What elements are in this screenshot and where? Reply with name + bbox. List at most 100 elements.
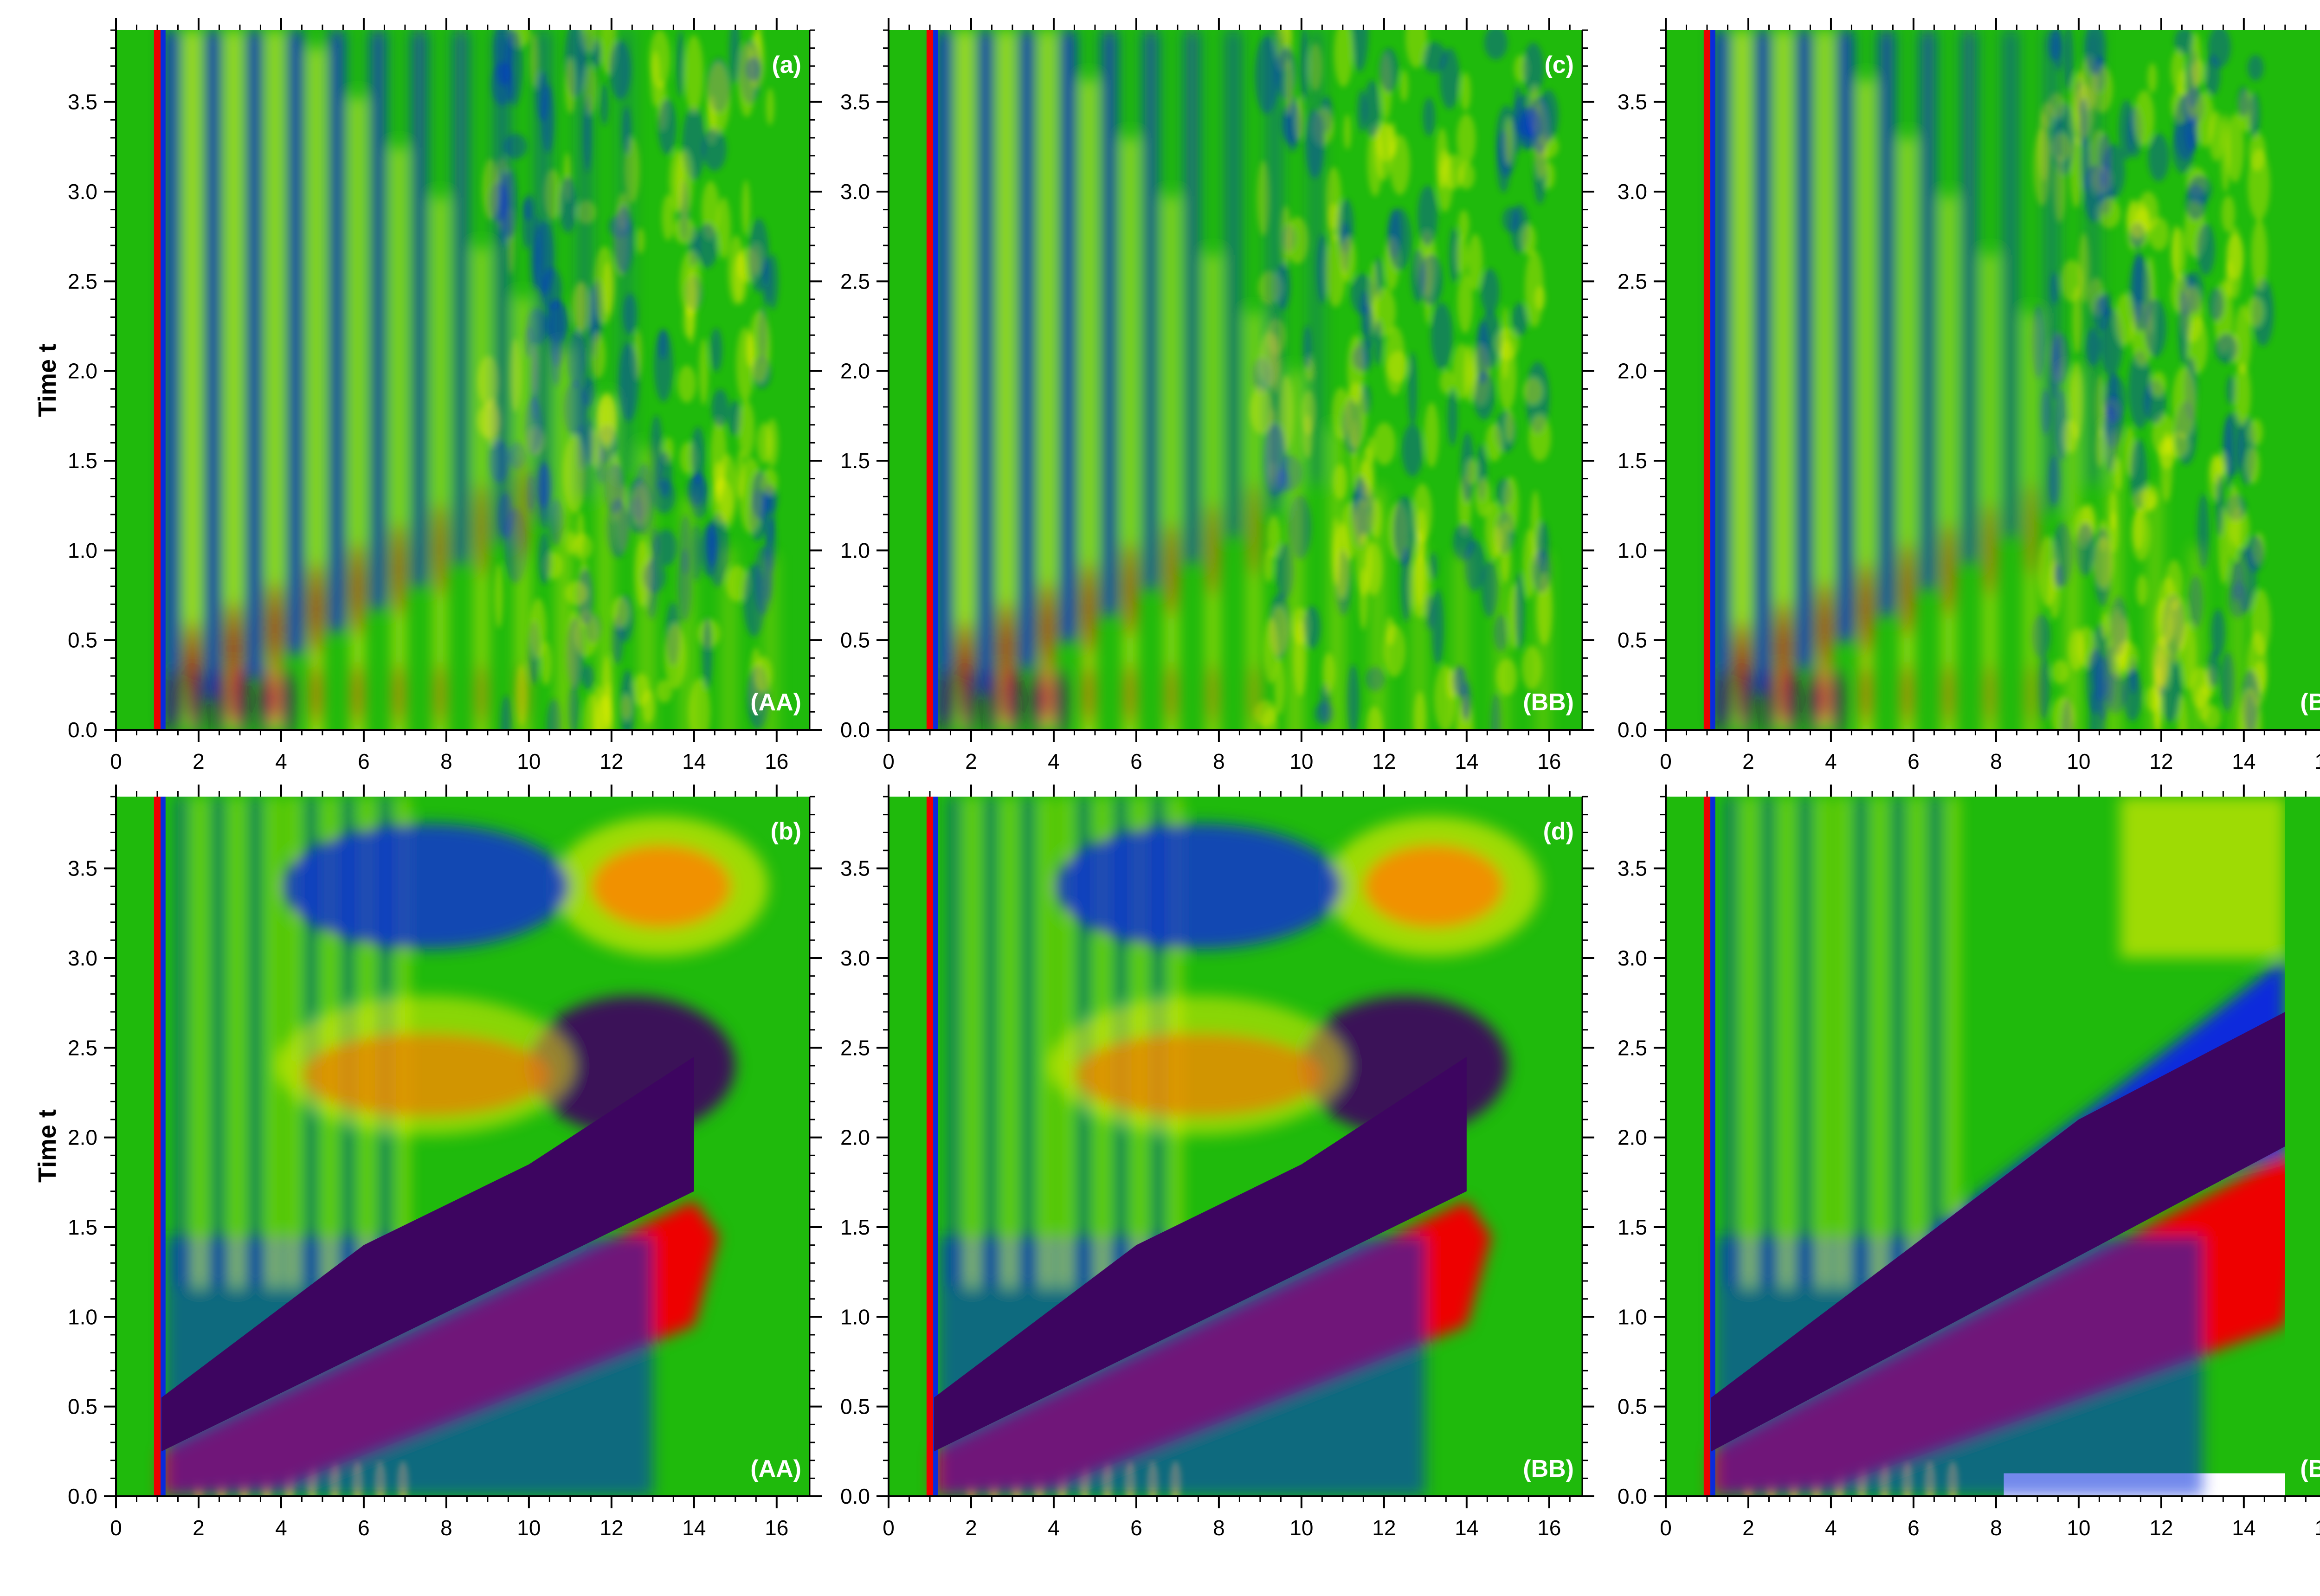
y-tick-label: 2.5 [1618, 1036, 1647, 1060]
y-tick-label: 2.0 [68, 359, 97, 383]
heatmap-field [1666, 797, 2320, 1503]
x-tick-label: 2 [193, 1516, 205, 1540]
x-tick-label: 14 [2232, 1516, 2256, 1540]
x-tick-label: 6 [358, 749, 370, 773]
y-tick-label: 0.0 [68, 718, 97, 742]
y-tick-label: 1.0 [840, 1305, 870, 1329]
y-tick-label: 2.0 [1618, 359, 1647, 383]
x-tick-label: 8 [440, 749, 452, 773]
heatmap-field [889, 797, 1582, 1503]
x-tick-label: 4 [1048, 749, 1060, 773]
y-tick-label: 3.0 [840, 946, 870, 970]
x-tick-label: 14 [1455, 749, 1478, 773]
y-tick-label: 0.0 [68, 1484, 97, 1508]
x-tick-label: 6 [1908, 1516, 1920, 1540]
y-tick-label: 1.5 [840, 449, 870, 473]
wall-stripe [1704, 30, 1710, 730]
domain-boundary [1570, 30, 1582, 730]
x-tick-label: 4 [1825, 749, 1837, 773]
x-tick-label: 16 [765, 749, 788, 773]
wall-stripe-shadow [1710, 797, 1715, 1496]
x-tick-label: 8 [1990, 1516, 2002, 1540]
y-tick-label: 2.5 [840, 269, 870, 293]
domain-boundary [797, 797, 810, 1496]
y-tick-label: 3.5 [68, 90, 97, 114]
x-tick-label: 16 [1537, 1516, 1561, 1540]
x-tick-label: 6 [1130, 749, 1142, 773]
x-tick-label: 8 [1213, 749, 1225, 773]
y-tick-label: 3.5 [1618, 90, 1647, 114]
wall-stripe [1704, 797, 1710, 1496]
x-tick-label: 4 [1048, 1516, 1060, 1540]
x-tick-label: 8 [440, 1516, 452, 1540]
x-tick-label: 16 [2314, 1516, 2320, 1540]
x-tick-label: 6 [1908, 749, 1920, 773]
panel-label: (b) [771, 818, 801, 845]
y-tick-label: 1.0 [840, 538, 870, 562]
y-tick-label: 0.5 [1618, 628, 1647, 652]
panel-tag: (AA) [750, 689, 801, 716]
y-tick-label: 3.0 [1618, 946, 1647, 970]
x-axis-title: Distance r [1174, 1553, 1295, 1581]
panel-tag: (BB) [2300, 689, 2320, 716]
heatmap-panel-b: 0 2 4 6 8 10 12 14 16 0.0 0.5 1.0 1.5 2.0 2.5 3.0 3.5 (b)… [68, 785, 822, 1540]
wall-stripe-shadow [1710, 30, 1715, 730]
y-axis-title: Time t [33, 1109, 61, 1183]
y-tick-label: 2.0 [1618, 1126, 1647, 1150]
panel-tag: (BB) [1523, 1455, 1574, 1482]
y-tick-label: 2.5 [1618, 269, 1647, 293]
x-tick-label: 2 [1742, 1516, 1754, 1540]
y-tick-label: 3.0 [1618, 180, 1647, 204]
x-tick-label: 10 [517, 1516, 541, 1540]
x-tick-label: 10 [1289, 749, 1313, 773]
x-tick-label: 14 [682, 1516, 706, 1540]
y-tick-label: 0.5 [68, 628, 97, 652]
panel-tag: (AA) [750, 1455, 801, 1482]
y-tick-label: 3.0 [840, 180, 870, 204]
y-tick-label: 1.5 [1618, 449, 1647, 473]
y-tick-label: 0.5 [840, 628, 870, 652]
y-tick-label: 0.5 [840, 1395, 870, 1419]
x-tick-label: 8 [1990, 749, 2002, 773]
y-tick-label: 1.5 [68, 1215, 97, 1239]
x-tick-label: 12 [2149, 749, 2173, 773]
heatmap-panel-f: 02468101214160.00.51.01.52.02.53.03.5(f)… [1618, 785, 2320, 1540]
x-tick-label: 0 [1660, 749, 1672, 773]
domain-boundary [2285, 797, 2320, 1496]
x-tick-label: 0 [1660, 1516, 1672, 1540]
y-tick-label: 0.5 [1618, 1395, 1647, 1419]
wall-stripe [154, 30, 161, 730]
y-tick-label: 3.5 [1618, 856, 1647, 881]
y-tick-label: 2.0 [840, 1126, 870, 1150]
x-tick-label: 10 [1289, 1516, 1313, 1540]
x-tick-label: 12 [599, 1516, 623, 1540]
wall-stripe-shadow [933, 797, 938, 1496]
y-tick-label: 1.0 [1618, 538, 1647, 562]
x-tick-label: 16 [2314, 749, 2320, 773]
x-tick-label: 16 [1537, 749, 1561, 773]
heatmap-panel-d: 0 2 4 6 8 10 12 14 16 0.0 0.5 1.0 1.5 2.0 2.5 3.0 3.5 (d)… [840, 785, 1594, 1540]
x-tick-label: 10 [517, 749, 541, 773]
x-tick-label: 0 [883, 749, 895, 773]
x-tick-label: 6 [1130, 1516, 1142, 1540]
x-tick-label: 14 [1455, 1516, 1478, 1540]
x-tick-label: 12 [599, 749, 623, 773]
y-tick-label: 0.0 [1618, 1484, 1647, 1508]
y-tick-label: 2.0 [68, 1126, 97, 1150]
wall-stripe-shadow [933, 30, 938, 730]
y-tick-label: 0.0 [1618, 718, 1647, 742]
x-tick-label: 0 [110, 749, 122, 773]
heatmap-field [116, 797, 810, 1503]
x-tick-label: 14 [2232, 749, 2256, 773]
wall-stripe-shadow [161, 30, 166, 730]
y-tick-label: 2.5 [68, 269, 97, 293]
x-axis-title: Distance r [402, 1553, 523, 1581]
wall-stripe [927, 30, 933, 730]
x-tick-label: 4 [275, 749, 287, 773]
wall-stripe [154, 797, 161, 1496]
y-tick-label: 1.5 [840, 1215, 870, 1239]
x-tick-label: 14 [682, 749, 706, 773]
wall-stripe [927, 797, 933, 1496]
x-tick-label: 6 [358, 1516, 370, 1540]
